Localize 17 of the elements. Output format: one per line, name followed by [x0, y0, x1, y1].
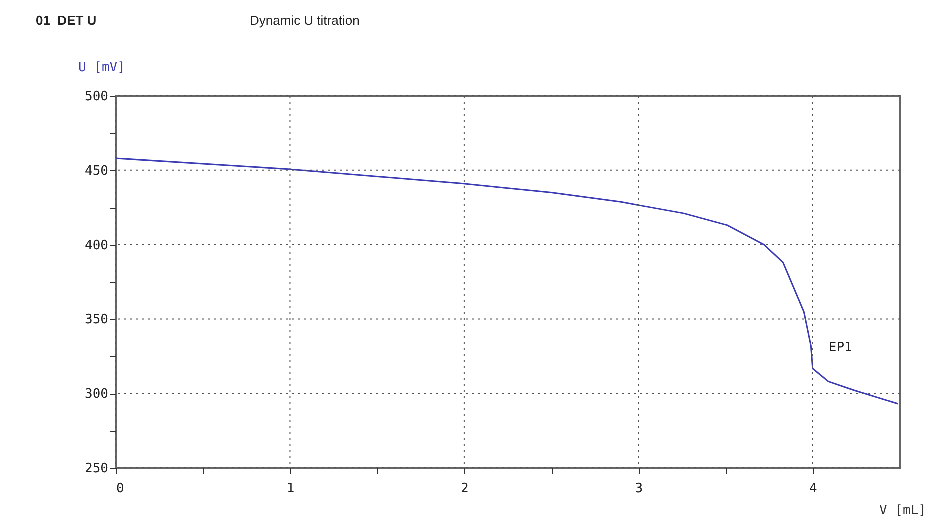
y-tick-label: 300 — [85, 387, 108, 402]
chart-subtitle: Dynamic U titration — [250, 13, 360, 28]
chart-title: 01 DET U — [36, 13, 97, 28]
y-tick-label: 450 — [85, 164, 108, 179]
annotation: EP1 — [828, 340, 852, 356]
y-tick-label: 350 — [85, 312, 108, 328]
x-tick-label: 3 — [635, 482, 644, 496]
y-axis-title: U [mV] — [78, 60, 126, 76]
y-tick-label: 500 — [85, 90, 108, 104]
x-tick-label: 0 — [116, 482, 124, 496]
y-tick-label: 250 — [85, 462, 108, 476]
x-axis-title: V [mL] — [880, 504, 926, 518]
line-series — [115, 158, 900, 405]
x-tick-label: 4 — [809, 482, 818, 496]
x-tick-label: 2 — [461, 482, 469, 496]
x-tick-label: 1 — [286, 482, 295, 496]
y-tick-label: 400 — [85, 238, 108, 254]
